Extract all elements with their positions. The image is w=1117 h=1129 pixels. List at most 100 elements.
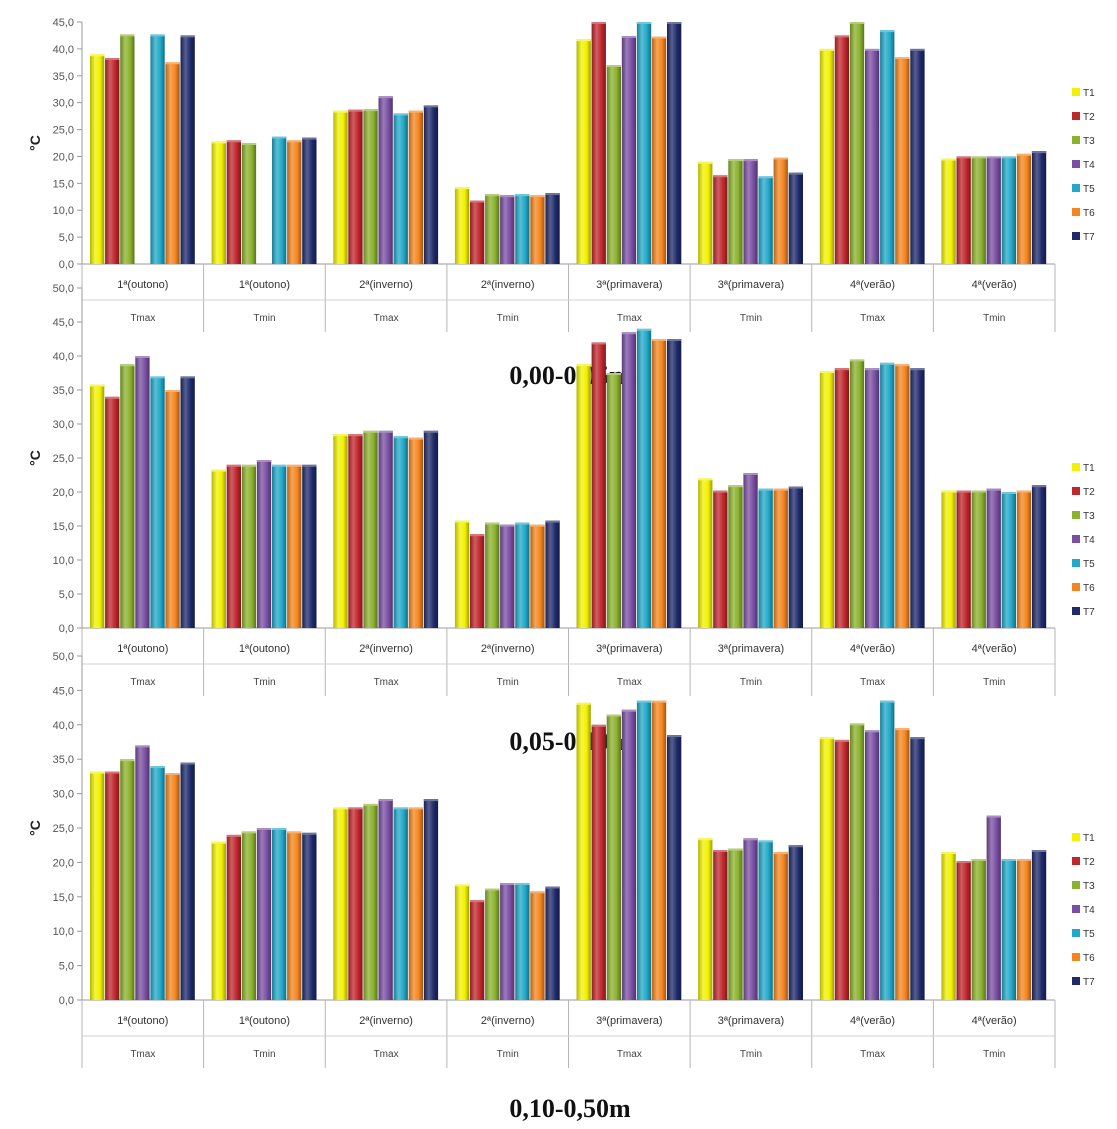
bar-t3-3 [363, 109, 378, 264]
bar-cap [1031, 850, 1047, 852]
category-period-label: 4ª(verão) [972, 1015, 1017, 1027]
bar-t1-8 [941, 158, 956, 264]
bar-cap [135, 356, 150, 358]
bar-cap [971, 859, 986, 861]
bar-cap [120, 759, 135, 762]
bar-cap [865, 730, 880, 733]
legend-label-t2: T2 [1083, 112, 1095, 123]
bar-t6-1 [165, 390, 180, 628]
bar-cap [287, 831, 302, 834]
bar-t5-4 [515, 522, 530, 628]
bar-t4-1 [135, 356, 150, 628]
bar-cap [834, 35, 850, 38]
bar-t5-7 [880, 700, 895, 1000]
bar-cap [135, 745, 150, 748]
bar-t2-8 [956, 861, 971, 1000]
bar-cap [788, 172, 803, 175]
bar-cap [713, 850, 728, 852]
y-tick-label: 40,0 [53, 44, 74, 56]
category-stat-label: Tmax [860, 313, 885, 324]
bar-t2-3 [348, 434, 363, 628]
bar-cap [485, 194, 500, 197]
category-period-label: 3ª(primavera) [596, 1015, 662, 1027]
bar-cap [515, 194, 530, 197]
legend-swatch-t1 [1072, 463, 1080, 471]
bar-t5-7 [880, 30, 895, 264]
bar-t3-1 [120, 364, 135, 628]
category-stat-label: Tmin [983, 313, 1005, 324]
bar-t4-5 [621, 332, 637, 628]
bar-cap [454, 520, 470, 523]
y-tick-label: 40,0 [53, 351, 74, 363]
bar-cap [150, 766, 165, 769]
y-axis-unit-label: °C [27, 135, 43, 151]
bar-t5-3 [393, 436, 408, 628]
bar-t1-1 [90, 771, 105, 1000]
legend-swatch-t1 [1072, 833, 1080, 841]
category-stat-label: Tmin [983, 677, 1005, 688]
bar-t1-4 [454, 187, 470, 264]
bar-cap [1016, 153, 1032, 156]
category-period-label: 2ª(inverno) [481, 643, 535, 655]
category-period-label: 1ª(outono) [117, 643, 168, 655]
bar-cap [758, 488, 773, 491]
bar-t2-6 [713, 850, 728, 1000]
bar-t1-6 [698, 838, 713, 1000]
category-stat-label: Tmax [374, 313, 399, 324]
bar-cap [423, 105, 439, 108]
bar-cap [910, 737, 925, 740]
bar-cap [363, 803, 378, 806]
bar-t2-5 [591, 724, 606, 1000]
bar-cap [865, 368, 880, 371]
legend-label-t1: T1 [1083, 833, 1095, 844]
legend-label-t6: T6 [1083, 208, 1095, 219]
bar-cap [698, 161, 713, 164]
bar-cap [1016, 859, 1032, 861]
legend-swatch-t4 [1072, 905, 1080, 913]
y-tick-label: 15,0 [53, 892, 74, 904]
bar-t3-6 [728, 159, 743, 264]
legend-swatch-t7 [1072, 607, 1080, 615]
bar-t2-5 [591, 342, 606, 628]
bar-cap [986, 156, 1001, 159]
bar-t1-5 [576, 702, 591, 1000]
bar-cap [256, 828, 272, 830]
bar-t3-8 [971, 859, 986, 1000]
bar-cap [1031, 151, 1047, 154]
category-period-label: 3ª(primavera) [718, 279, 784, 291]
bar-cap [834, 739, 850, 742]
bar-cap [667, 735, 682, 738]
bar-t1-4 [454, 520, 470, 628]
bar-t7-8 [1031, 485, 1047, 628]
bar-t7-2 [302, 832, 317, 1000]
bar-t6-3 [408, 110, 423, 264]
bar-t1-2 [211, 141, 226, 264]
category-stat-label: Tmin [497, 313, 519, 324]
legend-label-t6: T6 [1083, 583, 1095, 594]
category-stat-label: Tmin [253, 313, 275, 324]
legend-swatch-t4 [1072, 160, 1080, 168]
bar-cap [743, 159, 758, 162]
bar-cap [865, 48, 880, 51]
bar-cap [788, 845, 803, 848]
bar-t4-3 [378, 430, 393, 628]
bar-cap [576, 702, 591, 705]
legend-label-t3: T3 [1083, 881, 1095, 892]
bar-cap [165, 773, 180, 775]
bar-cap [90, 54, 105, 57]
y-tick-label: 35,0 [53, 385, 74, 397]
bar-t6-2 [287, 464, 302, 628]
y-tick-label: 20,0 [53, 487, 74, 499]
bar-t7-1 [180, 35, 195, 265]
bar-t6-4 [530, 524, 545, 628]
bar-cap [591, 22, 606, 24]
bar-cap [591, 724, 606, 727]
bar-cap [606, 65, 621, 67]
legend-swatch-t7 [1072, 232, 1080, 240]
bar-cap [1001, 156, 1016, 159]
category-stat-label: Tmin [497, 677, 519, 688]
bar-t5-2 [272, 828, 287, 1000]
bar-t2-6 [713, 490, 728, 628]
bar-t6-2 [287, 140, 302, 264]
bar-t1-3 [333, 434, 348, 628]
